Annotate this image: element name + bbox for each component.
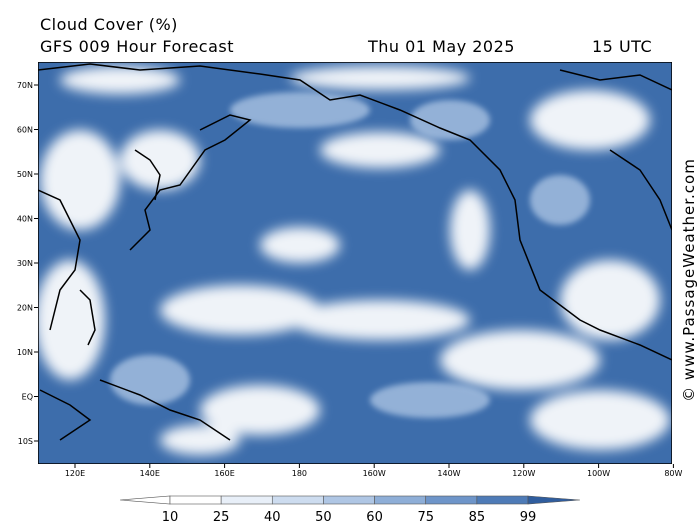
colorbar-label: 85 <box>469 510 486 525</box>
lat-label: EQ <box>22 393 33 402</box>
colorbar-segment <box>374 495 427 505</box>
colorbar-segment <box>323 495 375 505</box>
lat-label: 40N <box>17 215 33 224</box>
lon-label: 80W <box>664 469 682 478</box>
lat-label: 10N <box>17 348 33 357</box>
colorbar-label: 25 <box>213 510 230 525</box>
lon-label: 160E <box>214 469 234 478</box>
lon-label: 120W <box>512 469 535 478</box>
colorbar-segment <box>425 495 478 505</box>
colorbar-label: 75 <box>417 510 434 525</box>
lon-label: 160W <box>363 469 386 478</box>
colorbar: 10 25 40 50 60 75 85 99 <box>119 495 581 525</box>
map-area <box>38 62 672 464</box>
watermark: © www.PassageWeather.com <box>680 158 698 402</box>
time: 15 UTC <box>592 37 652 56</box>
cloud-field <box>38 66 670 455</box>
lon-label: 100W <box>587 469 610 478</box>
cloud-texture <box>110 92 590 418</box>
lon-label: 140E <box>140 469 160 478</box>
coastlines <box>38 63 672 441</box>
lon-label: 120E <box>65 469 85 478</box>
lat-label: 50N <box>17 170 33 179</box>
lat-label: 10S <box>18 437 33 446</box>
colorbar-label: 99 <box>520 510 537 525</box>
colorbar-segment <box>476 495 529 505</box>
lat-label: 70N <box>17 81 33 90</box>
subtitle: GFS 009 Hour Forecast <box>40 37 234 56</box>
lat-label: 20N <box>17 304 33 313</box>
colorbar-low-arrow <box>119 495 171 505</box>
colorbar-segment <box>169 495 222 505</box>
lon-label: 180 <box>292 469 307 478</box>
lon-label: 140W <box>437 469 460 478</box>
title: Cloud Cover (%) <box>40 15 178 34</box>
colorbar-high-arrow <box>527 495 581 505</box>
axis-labels: 70N 60N 50N 40N 30N 20N 10N EQ 10S 120E 140E 160E 18… <box>17 81 683 478</box>
date: Thu 01 May 2025 <box>367 37 515 56</box>
colorbar-label: 40 <box>264 510 281 525</box>
colorbar-label: 50 <box>315 510 332 525</box>
lat-label: 60N <box>17 126 33 135</box>
colorbar-segment <box>271 495 324 505</box>
colorbar-label: 10 <box>162 510 179 525</box>
colorbar-label: 60 <box>366 510 383 525</box>
lat-label: 30N <box>17 259 33 268</box>
colorbar-segment <box>220 495 273 505</box>
